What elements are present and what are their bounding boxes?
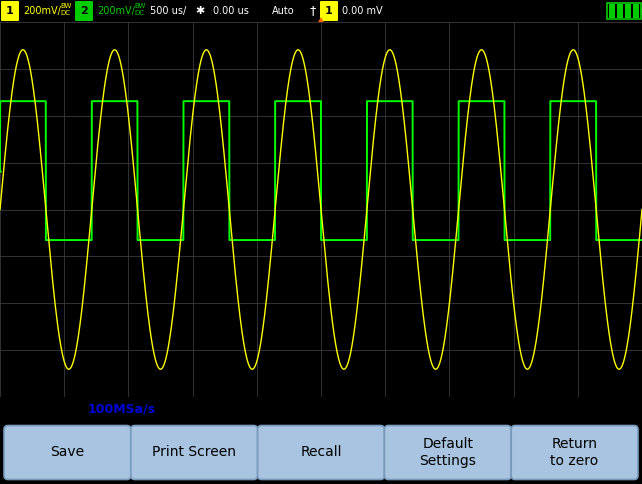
Bar xyxy=(633,4,639,18)
Bar xyxy=(617,4,623,18)
FancyBboxPatch shape xyxy=(1,1,19,21)
Text: DC: DC xyxy=(60,10,70,16)
FancyBboxPatch shape xyxy=(75,1,93,21)
Bar xyxy=(625,4,631,18)
FancyBboxPatch shape xyxy=(385,425,511,480)
Text: 9 August 2011  10:05:10: 9 August 2011 10:05:10 xyxy=(481,403,636,415)
Text: 200mV/: 200mV/ xyxy=(23,6,61,16)
Text: Print Screen: Print Screen xyxy=(152,445,236,459)
Text: 0.00 us: 0.00 us xyxy=(213,6,249,16)
Text: 2: 2 xyxy=(80,6,88,16)
Text: Sample Rate =: Sample Rate = xyxy=(6,403,105,415)
FancyBboxPatch shape xyxy=(511,425,638,480)
Text: DC: DC xyxy=(134,10,144,16)
Text: 1: 1 xyxy=(325,6,333,16)
Bar xyxy=(609,4,615,18)
FancyBboxPatch shape xyxy=(131,425,257,480)
Text: ✱: ✱ xyxy=(195,6,205,16)
Text: Auto: Auto xyxy=(272,6,295,16)
Text: 500 us/: 500 us/ xyxy=(150,6,186,16)
Text: Return
to zero: Return to zero xyxy=(550,437,599,468)
Text: 200mV/: 200mV/ xyxy=(97,6,135,16)
Text: BW: BW xyxy=(60,2,71,9)
Text: 1: 1 xyxy=(6,6,14,16)
Text: 0.00 mV: 0.00 mV xyxy=(342,6,383,16)
FancyBboxPatch shape xyxy=(4,425,131,480)
Text: †: † xyxy=(310,4,317,17)
FancyBboxPatch shape xyxy=(320,1,338,21)
Text: 100MSa/s: 100MSa/s xyxy=(88,403,156,415)
Text: Save: Save xyxy=(50,445,85,459)
Bar xyxy=(641,7,642,15)
FancyBboxPatch shape xyxy=(257,425,385,480)
Text: Recall: Recall xyxy=(300,445,342,459)
Text: BW: BW xyxy=(134,2,145,9)
Bar xyxy=(607,3,641,19)
Text: Default
Settings: Default Settings xyxy=(419,437,476,468)
